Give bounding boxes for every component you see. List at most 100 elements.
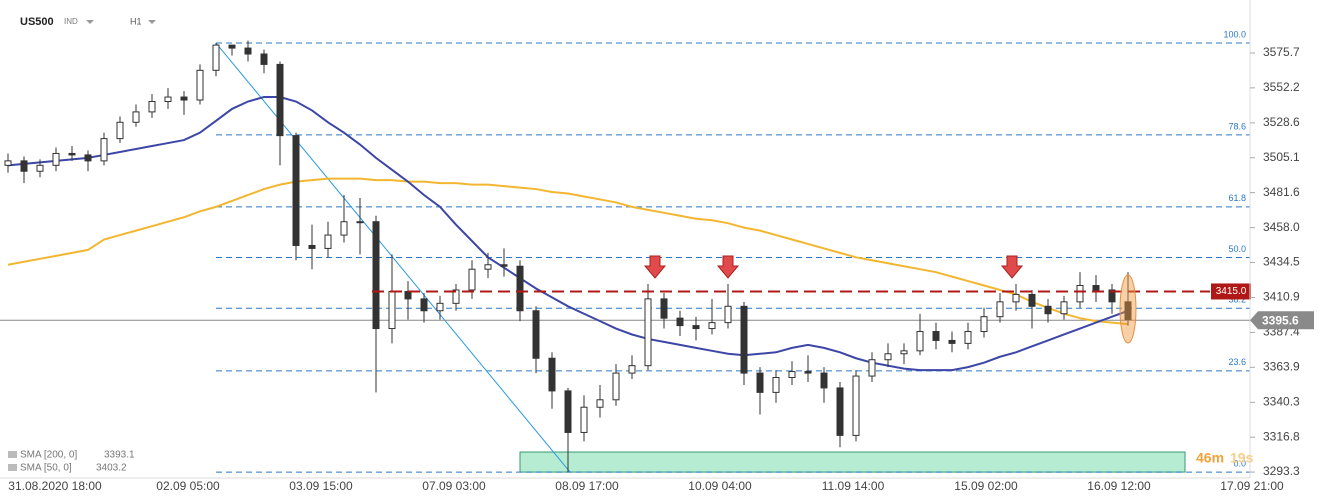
candle-body <box>852 375 860 436</box>
x-tick-label: 07.09 03:00 <box>422 479 486 493</box>
candle-body <box>532 310 540 359</box>
candle-body <box>548 357 556 392</box>
signal-arrow <box>643 255 667 279</box>
candle-body <box>196 69 204 101</box>
countdown-minutes: 46m <box>1196 450 1224 466</box>
legend-icon <box>8 451 17 458</box>
candle-body <box>836 387 844 436</box>
candle-body <box>1108 289 1116 303</box>
candle-body <box>52 152 60 166</box>
candle-body <box>820 372 828 389</box>
candle-body <box>868 359 876 377</box>
candle-body <box>228 44 236 49</box>
candle-body <box>516 265 524 312</box>
candle-body <box>692 325 700 330</box>
candle-body <box>4 160 12 166</box>
candle-body <box>84 154 92 162</box>
candle-body <box>644 298 652 367</box>
y-tick-label: 3363.9 <box>1263 359 1300 373</box>
candle-body <box>628 365 636 374</box>
candle-body <box>612 372 620 401</box>
symbol[interactable]: US500 <box>20 16 54 28</box>
y-tick-label: 3340.3 <box>1263 394 1300 408</box>
candle-body <box>916 331 924 352</box>
candle-body <box>788 371 796 379</box>
candle-body <box>116 121 124 140</box>
x-tick-label: 10.09 04:00 <box>688 479 752 493</box>
candle-body <box>996 301 1004 318</box>
candle-body <box>1012 293 1020 303</box>
candle-body <box>676 317 684 327</box>
dropdown-icon[interactable] <box>148 20 156 24</box>
candle-body <box>948 339 956 344</box>
candle-body <box>468 268 476 291</box>
current-price-label: 3395.6 <box>1262 313 1299 327</box>
y-tick-label: 3316.8 <box>1263 429 1300 443</box>
dropdown-icon[interactable] <box>86 20 94 24</box>
fib-label: 50.0 <box>1228 244 1246 254</box>
candle-body <box>708 322 716 330</box>
candle-body <box>20 160 28 172</box>
legend-name: SMA [200, 0] <box>20 450 77 461</box>
candle-body <box>180 96 188 101</box>
x-tick-label: 31.08.2020 18:00 <box>8 479 102 493</box>
candle-body <box>340 221 348 236</box>
candle-body <box>1060 301 1068 315</box>
signal-arrow <box>716 255 740 279</box>
fib-label: 100.0 <box>1223 29 1246 39</box>
candle-body <box>1044 305 1052 315</box>
candle-body <box>580 406 588 433</box>
x-tick-label: 03.09 15:00 <box>289 479 353 493</box>
countdown-seconds: 19s <box>1230 450 1254 466</box>
candle-body <box>724 305 732 324</box>
legend-name: SMA [50, 0] <box>20 463 72 474</box>
fib-label: 61.8 <box>1228 193 1246 203</box>
trend-line <box>215 42 571 473</box>
x-tick-label: 02.09 05:00 <box>156 479 220 493</box>
resistance-tag <box>1211 283 1251 300</box>
candle-body <box>1092 285 1100 291</box>
candle-body <box>404 290 412 300</box>
candle-body <box>1124 301 1132 321</box>
candle-body <box>756 372 764 393</box>
highlight <box>1119 274 1137 344</box>
signal-arrow <box>1000 255 1024 279</box>
candle-body <box>420 298 428 312</box>
sma-line <box>7 96 1129 372</box>
candle-body <box>660 298 668 319</box>
y-tick-label: 3505.1 <box>1263 150 1300 164</box>
y-tick-label: 3434.5 <box>1263 255 1300 269</box>
candle-body <box>564 390 572 433</box>
x-tick-label: 16.09 12:00 <box>1087 479 1151 493</box>
candle-body <box>244 47 252 55</box>
candle-body <box>372 221 380 330</box>
timeframe[interactable]: H1 <box>130 16 142 26</box>
candle-body <box>100 138 108 162</box>
candle-body <box>260 53 268 65</box>
candle-body <box>980 316 988 333</box>
candle-body <box>148 101 156 113</box>
sma-line <box>7 177 1129 326</box>
candle-body <box>1076 285 1084 303</box>
x-tick-label: 17.09 21:00 <box>1220 479 1284 493</box>
candle-body <box>452 289 460 304</box>
candle-body <box>308 244 316 249</box>
candle-body <box>388 290 396 330</box>
candle-body <box>932 331 940 341</box>
y-tick-label: 3528.6 <box>1263 115 1300 129</box>
candle-body <box>356 221 364 224</box>
y-tick-label: 3552.2 <box>1263 80 1300 94</box>
fib-label: 23.6 <box>1228 357 1246 367</box>
candle-body <box>772 377 780 393</box>
legend-value: 3403.2 <box>96 463 127 474</box>
candle-body <box>436 302 444 312</box>
fib-label: 78.6 <box>1228 121 1246 131</box>
candle-body <box>324 234 332 249</box>
x-tick-label: 15.09 02:00 <box>954 479 1018 493</box>
y-tick-label: 3481.6 <box>1263 185 1300 199</box>
x-tick-label: 11.09 14:00 <box>822 479 885 493</box>
candle-body <box>212 44 220 71</box>
